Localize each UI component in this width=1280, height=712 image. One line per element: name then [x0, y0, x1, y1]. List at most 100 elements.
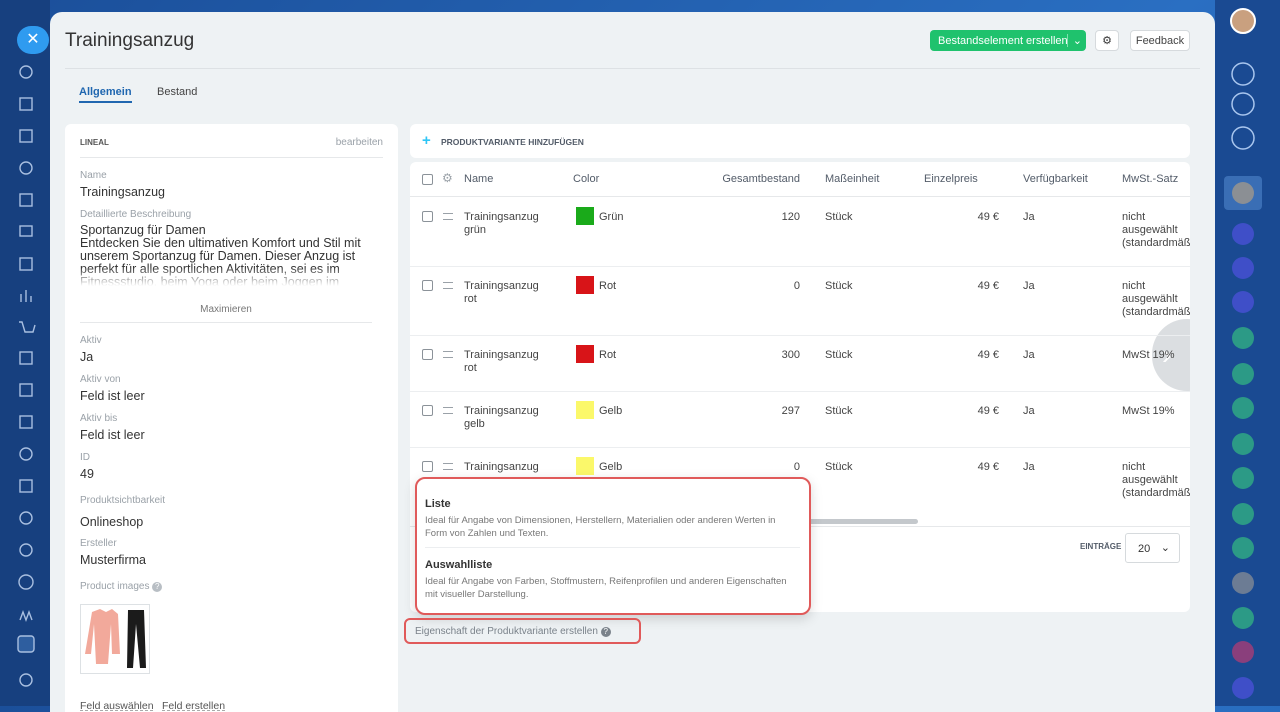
- page-title: Trainingsanzug: [65, 30, 195, 51]
- field-value: Musterfirma: [80, 553, 146, 567]
- option-text: Ideal für Angabe von Farben, Stoffmuster…: [425, 576, 787, 600]
- stock: 0: [793, 280, 800, 292]
- color-swatch: [576, 207, 594, 225]
- column-header[interactable]: Gesamtbestand: [722, 173, 800, 185]
- stock: 120: [781, 211, 800, 223]
- details-card: LINEAL bearbeiten Name Trainingsanzug De…: [65, 124, 398, 712]
- field-label: Name: [80, 170, 107, 181]
- vat: nicht ausgewählt (standardmäß: [1122, 280, 1190, 318]
- stock: 0: [793, 461, 800, 473]
- color-name: Rot: [599, 349, 617, 361]
- column-header[interactable]: Verfügbarkeit: [1023, 173, 1088, 185]
- drag-handle[interactable]: [443, 407, 453, 414]
- page-size-select[interactable]: 20 ⌄: [1125, 533, 1180, 563]
- column-settings[interactable]: ⚙: [442, 171, 453, 185]
- row-checkbox[interactable]: [422, 461, 433, 472]
- field-label: Aktiv von: [80, 374, 121, 385]
- add-variant-bar[interactable]: + PRODUKTVARIANTE HINZUFÜGEN: [410, 124, 1190, 158]
- availability: Ja: [1023, 280, 1035, 292]
- select-all-checkbox[interactable]: [422, 174, 433, 185]
- drag-handle[interactable]: [443, 282, 453, 289]
- column-header[interactable]: Einzelpreis: [924, 173, 978, 185]
- create-property-button[interactable]: Eigenschaft der Produktvariante erstelle…: [404, 618, 641, 644]
- select-field-link[interactable]: Feld auswählen: [80, 700, 154, 712]
- property-type-popup: Liste Ideal für Angabe von Dimensionen, …: [415, 477, 811, 615]
- stock: 297: [781, 405, 800, 417]
- drag-handle[interactable]: [443, 351, 453, 358]
- images-label: Product images: [80, 581, 150, 592]
- row-checkbox[interactable]: [422, 211, 433, 222]
- unit: Stück: [825, 405, 853, 417]
- row-checkbox[interactable]: [422, 280, 433, 291]
- create-property-label: Eigenschaft der Produktvariante erstelle…: [415, 626, 598, 637]
- option-text: Ideal für Angabe von Dimensionen, Herste…: [425, 515, 776, 539]
- close-button[interactable]: ✕: [17, 26, 49, 54]
- field-label: Product images ?: [80, 581, 163, 592]
- field-value: Trainingsanzug: [80, 185, 166, 199]
- field-value: Feld ist leer: [80, 389, 145, 403]
- column-header[interactable]: Maßeinheit: [825, 173, 880, 185]
- variant-name: Trainingsanzug grün: [464, 211, 539, 236]
- add-variant-label: PRODUKTVARIANTE HINZUFÜGEN: [441, 137, 584, 147]
- drag-handle[interactable]: [443, 463, 453, 470]
- description: Sportanzug für Damen Entdecken Sie den u…: [80, 224, 361, 286]
- row-checkbox[interactable]: [422, 405, 433, 416]
- price: 49 €: [977, 211, 999, 223]
- feedback-button[interactable]: Feedback: [1130, 30, 1190, 51]
- vat: MwSt 19%: [1122, 405, 1175, 417]
- vat: MwSt 19%: [1122, 349, 1175, 361]
- edit-link[interactable]: bearbeiten: [335, 137, 383, 148]
- variant-name: Trainingsanzug rot: [464, 349, 539, 374]
- row-divider: [410, 391, 1190, 392]
- right-sidebar: [1215, 0, 1280, 706]
- maximize-link[interactable]: Maximieren: [200, 304, 252, 315]
- column-header[interactable]: Name: [464, 173, 494, 185]
- product-image: [80, 604, 150, 674]
- drag-handle[interactable]: [443, 213, 453, 220]
- price: 49 €: [977, 461, 999, 473]
- row-divider: [410, 335, 1190, 336]
- field-value: Ja: [80, 350, 94, 364]
- variant-name: Trainingsanzug rot: [464, 280, 539, 305]
- field-value: 49: [80, 467, 94, 481]
- field-label: Aktiv bis: [80, 413, 118, 424]
- unit: Stück: [825, 349, 853, 361]
- page-size: 20: [1138, 543, 1151, 555]
- option-title[interactable]: Auswahlliste: [425, 559, 493, 571]
- price: 49 €: [977, 405, 999, 417]
- create-button-label: Bestandselement erstellen: [938, 34, 1068, 47]
- main-panel: Trainingsanzug Bestandselement erstellen…: [50, 12, 1215, 712]
- vat: nicht ausgewählt (standardmäß: [1122, 211, 1190, 249]
- field-value: Onlineshop: [80, 515, 144, 529]
- stock: 300: [781, 349, 800, 361]
- sidebar-icons: [17, 65, 36, 687]
- create-field-link[interactable]: Feld erstellen: [162, 700, 226, 712]
- tab[interactable]: Bestand: [157, 86, 198, 98]
- availability: Ja: [1023, 405, 1035, 417]
- column-header[interactable]: MwSt.-Satz: [1122, 173, 1179, 185]
- color-swatch: [576, 457, 594, 475]
- availability: Ja: [1023, 461, 1035, 473]
- dropdown-caret[interactable]: ⌄: [1066, 34, 1082, 47]
- price: 49 €: [977, 280, 999, 292]
- divider: [425, 547, 800, 548]
- create-button[interactable]: Bestandselement erstellen ⌄: [930, 30, 1086, 51]
- field-label: Aktiv: [80, 335, 102, 346]
- column-header[interactable]: Color: [573, 173, 600, 185]
- row-checkbox[interactable]: [422, 349, 433, 360]
- field-value: Feld ist leer: [80, 428, 145, 442]
- variant-name: Trainingsanzug gelb: [464, 405, 539, 430]
- tab-active[interactable]: Allgemein: [79, 86, 132, 103]
- entries-label: EINTRÄGE: [1080, 542, 1122, 551]
- field-label: Ersteller: [80, 538, 117, 549]
- color-swatch: [576, 276, 594, 294]
- settings-button[interactable]: ⚙: [1095, 30, 1119, 51]
- option-title[interactable]: Liste: [425, 498, 451, 510]
- left-sidebar: ✕: [0, 0, 50, 706]
- field-label: ID: [80, 452, 90, 463]
- header-divider: [65, 68, 1200, 69]
- color-name: Gelb: [599, 461, 623, 473]
- color-name: Grün: [599, 211, 624, 223]
- unit: Stück: [825, 280, 853, 292]
